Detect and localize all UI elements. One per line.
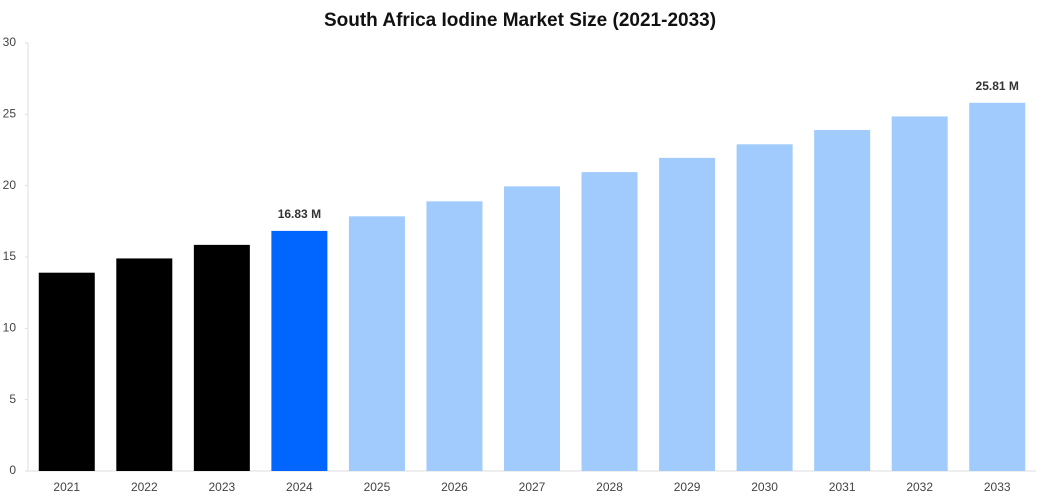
x-tick-label: 2026 [441,480,468,494]
x-tick-label: 2031 [829,480,856,494]
bar [348,216,405,471]
bar [116,258,173,471]
x-tick-label: 2021 [53,480,80,494]
bar [659,157,716,471]
bar [814,130,871,471]
y-tick-label: 5 [9,392,16,406]
bar [504,186,560,471]
x-tick-label: 2024 [286,480,313,494]
bar [969,102,1026,471]
value-label: 16.83 M [278,207,321,221]
bar [38,272,95,471]
x-tick-label: 2032 [906,480,933,494]
y-tick-label: 20 [3,178,17,192]
x-tick-label: 2022 [131,480,158,494]
bar [193,244,250,471]
y-tick-label: 30 [3,35,17,49]
y-tick-label: 10 [3,321,17,335]
x-tick-label: 2023 [208,480,235,494]
bar [891,116,948,472]
x-tick-label: 2025 [364,480,391,494]
y-tick-label: 25 [3,107,17,121]
y-tick-label: 0 [9,463,16,477]
x-tick-label: 2028 [596,480,623,494]
x-tick-label: 2030 [751,480,778,494]
bar [736,144,793,471]
bar [271,230,328,471]
chart-title: South Africa Iodine Market Size (2021-20… [324,10,716,31]
y-tick-label: 15 [3,249,17,263]
x-tick-label: 2027 [519,480,546,494]
x-tick-label: 2029 [674,480,701,494]
bar [581,172,638,471]
value-label: 25.81 M [976,79,1019,93]
bar [426,201,483,472]
x-tick-label: 2033 [984,480,1011,494]
